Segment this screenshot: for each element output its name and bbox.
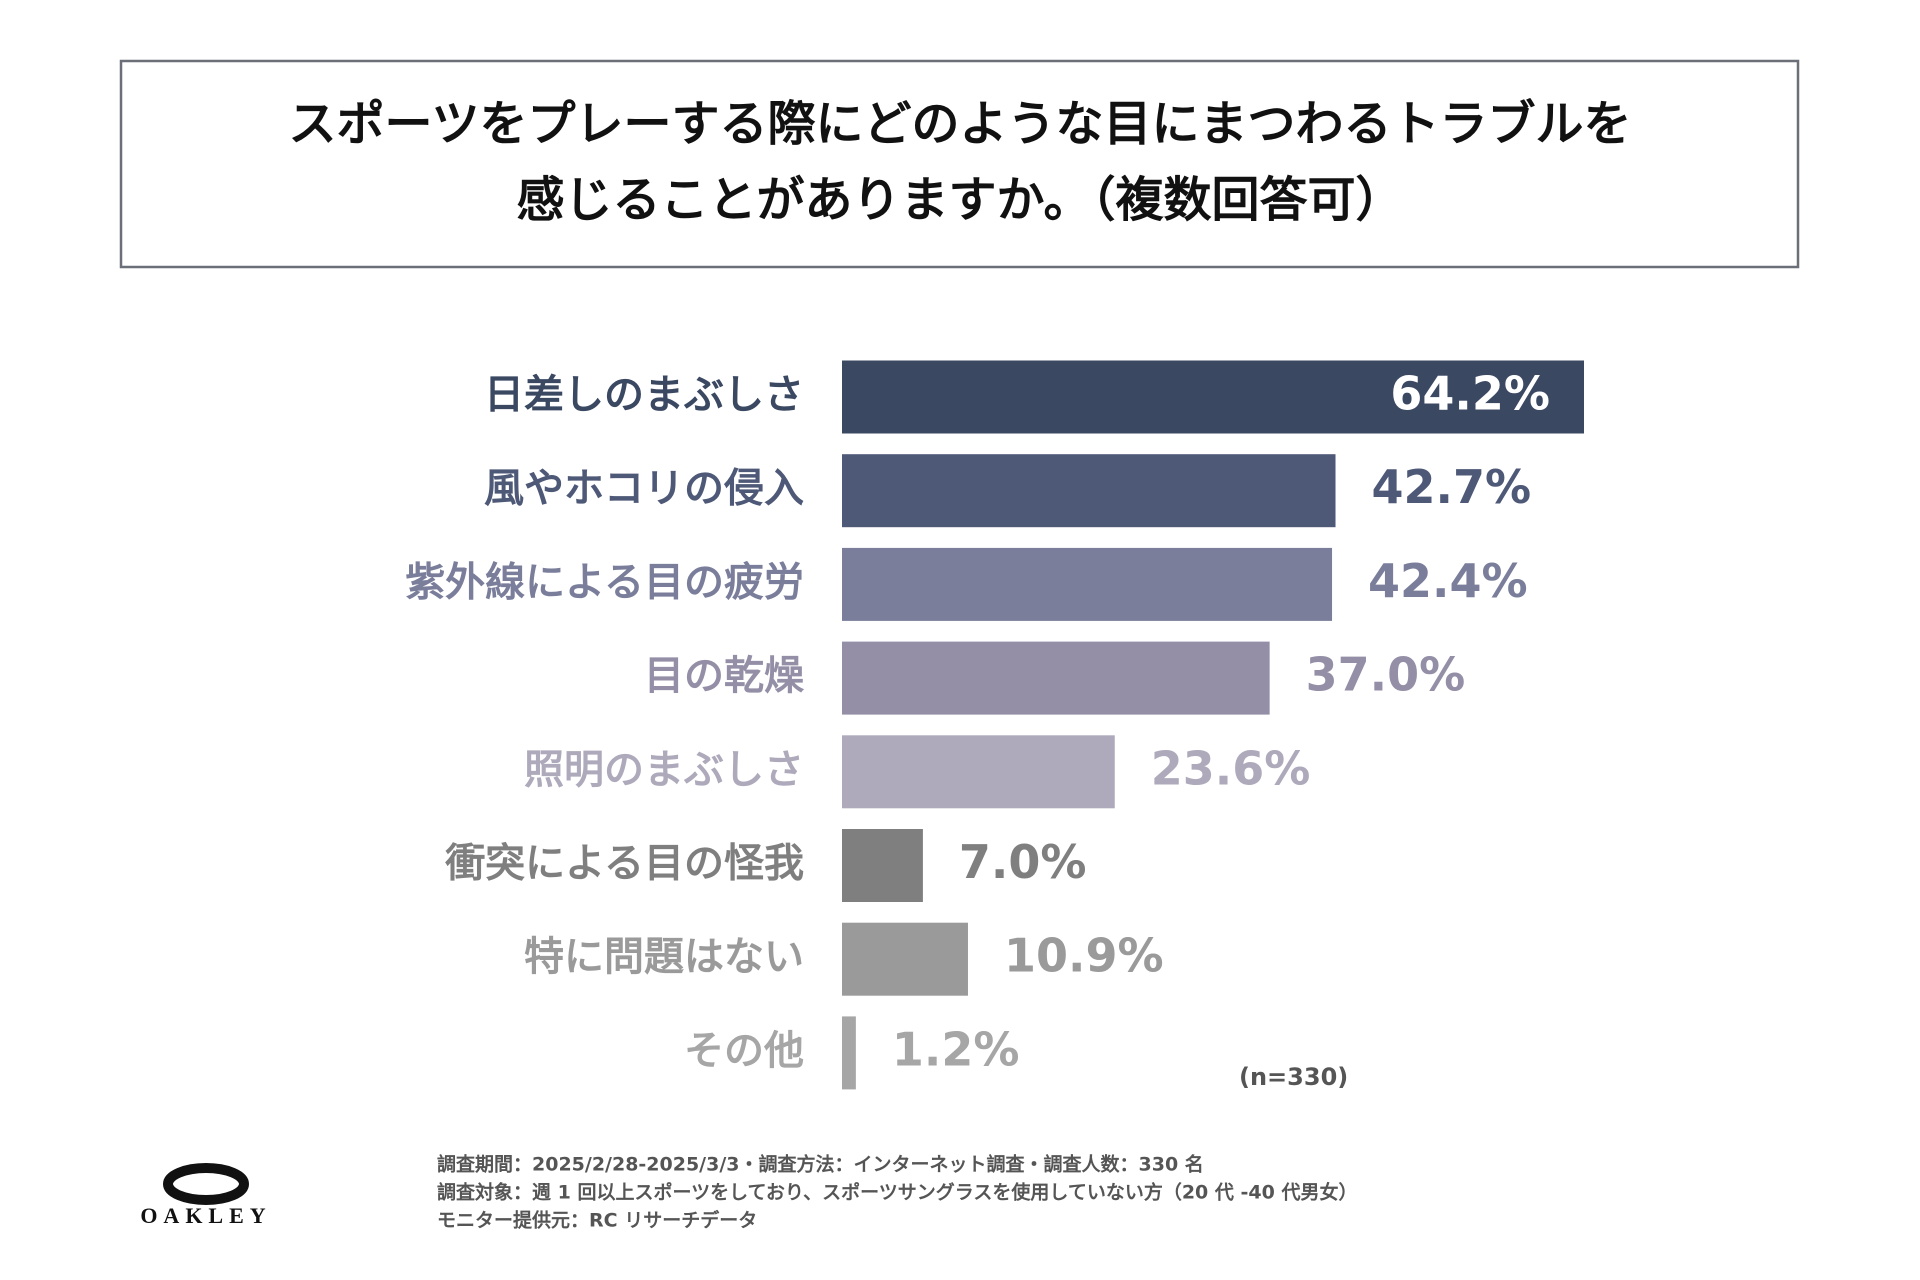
- footnote: 調査対象：週 1 回以上スポーツをしており、スポーツサングラスを使用していない方…: [437, 1181, 1357, 1204]
- value-label: 10.9%: [1004, 929, 1164, 983]
- sample-note: (n=330): [1239, 1063, 1348, 1091]
- logo: OAKLEY: [140, 1163, 271, 1228]
- category-label: 紫外線による目の疲労: [405, 559, 804, 605]
- bar: [842, 641, 1270, 715]
- category-label: 風やホコリの侵入: [484, 466, 804, 512]
- category-label: 日差しのまぶしさ: [484, 372, 804, 418]
- chart-title: 感じることがありますか。（複数回答可）: [516, 172, 1403, 228]
- bar: [842, 922, 968, 996]
- category-label: 目の乾燥: [644, 653, 805, 699]
- bar: [842, 547, 1333, 621]
- value-label: 1.2%: [892, 1022, 1020, 1076]
- bar: [842, 454, 1336, 528]
- footnote: 調査期間：2025/2/28-2025/3/3・調査方法：インターネット調査・調…: [437, 1153, 1204, 1176]
- logo-mark: [163, 1163, 249, 1205]
- bar: [842, 735, 1115, 809]
- value-label: 7.0%: [959, 835, 1087, 889]
- bar: [842, 1016, 856, 1090]
- title-box: [119, 59, 1800, 269]
- category-label: その他: [684, 1028, 804, 1074]
- value-label: 37.0%: [1306, 648, 1466, 702]
- value-label: 42.7%: [1372, 460, 1532, 514]
- category-label: 衝突による目の怪我: [444, 841, 804, 887]
- value-label: 42.4%: [1368, 554, 1528, 608]
- chart-title: スポーツをプレーする際にどのような目にまつわるトラブルを: [288, 96, 1631, 152]
- value-label: 23.6%: [1151, 741, 1311, 795]
- footnote: モニター提供元：RC リサーチデータ: [437, 1209, 757, 1232]
- category-label: 照明のまぶしさ: [524, 747, 804, 793]
- category-label: 特に問題はない: [524, 934, 804, 980]
- logo-text: OAKLEY: [140, 1203, 271, 1228]
- bar: [842, 360, 1584, 434]
- value-label: 64.2%: [1390, 367, 1550, 421]
- bar: [842, 829, 923, 902]
